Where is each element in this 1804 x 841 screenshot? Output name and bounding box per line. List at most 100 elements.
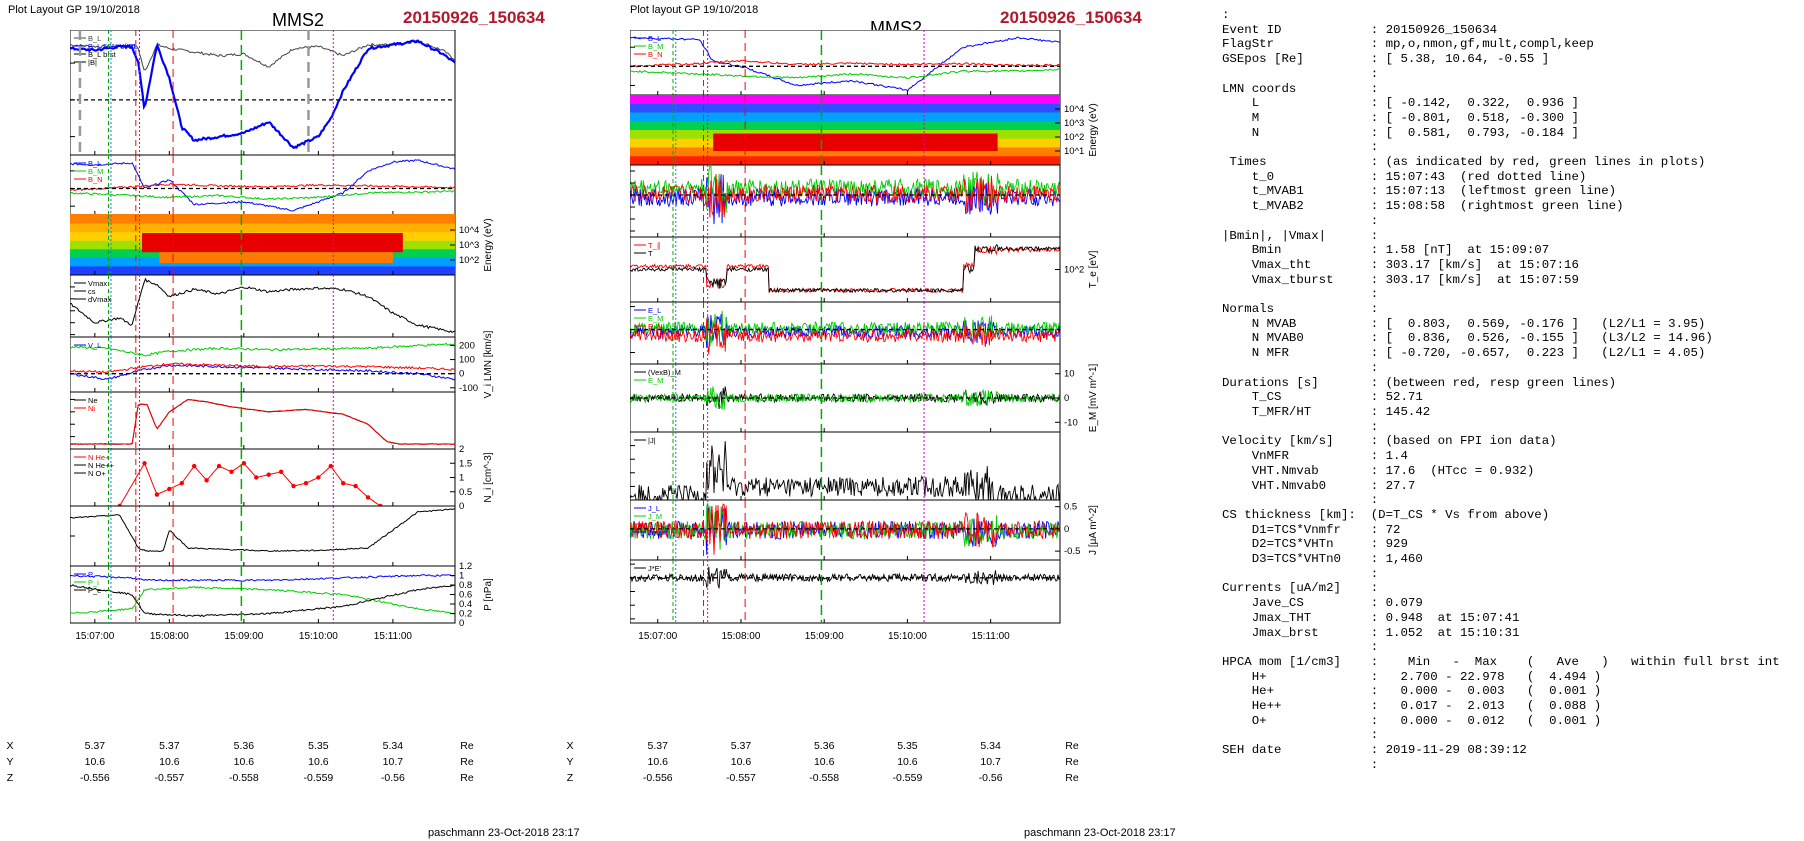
info-line: M : [ -0.801, 0.518, -0.300 ] [1222,110,1579,125]
legend-label: J_N [648,520,661,529]
info-line: D1=TCS*Vnmfr : 72 [1222,522,1401,537]
position-value: -0.558 [809,772,840,784]
info-line: Bmin : 1.58 [nT] at 15:09:07 [1222,243,1550,258]
y-tick-label: 10^4 [459,225,479,236]
data-point [216,463,222,469]
position-row-label: Y [566,756,574,768]
info-line: D2=TCS*VHTn : 929 [1222,537,1408,552]
info-line: t_0 : 15:07:43 (red dotted line) [1222,169,1587,184]
info-line: H+ : 2.700 - 22.978 ( 4.494 ) [1222,669,1602,684]
info-line: GSEpos [Re] : [ 5.38, 10.64, -0.55 ] [1222,52,1550,67]
position-value: 5.36 [813,740,835,752]
panel-left-9: 00.20.40.60.811.2 P [nPa] PP_iP_e [70,561,494,629]
y-tick-label: 10^2 [1064,132,1084,143]
legend-label: N He+ [88,453,110,462]
y-tick-label: 0 [1064,524,1069,535]
info-line: Event ID : 20150926_150634 [1222,22,1498,37]
info-line: He+ : 0.000 - 0.003 ( 0.001 ) [1222,684,1602,699]
info-line: Durations [s] : (between red, resp green… [1222,375,1617,390]
info-line: VHT.Nmvab0 : 27.7 [1222,478,1416,493]
legend-label: V_L [88,341,101,350]
legend-label: cs [88,287,96,296]
info-line: Jmax_brst : 1.052 at 15:10:31 [1222,625,1520,640]
legend-label: |B| [88,58,97,67]
panel-left-8: 10^3T_i [eV] [70,505,456,567]
legend-label: N O+ [88,469,106,478]
y-tick-label: 1.5 [459,458,472,469]
info-line: t_MVAB1 : 15:07:13 (leftmost green line) [1222,184,1617,199]
position-value: -0.556 [642,772,673,784]
y-tick-label: 0.8 [459,580,472,591]
position-value: 10.6 [159,756,180,768]
y-tick-label: 10^3 [459,240,479,251]
position-value: 5.37 [730,740,752,752]
info-line: LMN coords : [1222,81,1379,96]
series-t-i [70,508,456,553]
trace [630,386,1061,410]
panel-mid-2: 10^1 10^2 10^3 10^4 Energy (eV) [630,94,1099,166]
legend-label: (VexB)_M [648,368,681,377]
legend-label: J_L [648,504,660,513]
info-line: CS thickness [km]: (D=T_CS * Vs from abo… [1222,507,1550,522]
left-event-title: 20150926_150634 [403,8,545,27]
data-point [316,475,321,480]
panel-frame [70,391,456,450]
position-value: -0.558 [228,772,259,784]
position-value: 5.37 [159,740,180,752]
legend-label: B_L [88,34,101,43]
data-point [229,469,234,474]
legend-label: B_L brst [88,50,117,59]
legend-label: B_N [648,50,663,59]
position-value: -0.559 [892,772,923,784]
info-line: : [1222,213,1379,228]
series-b-n [70,182,456,192]
y-tick-label: 10^3 [1064,118,1084,129]
y-tick-label: 200 [459,340,475,351]
legend-label: N He++ [88,461,114,470]
info-line: SEH date : 2019-11-29 08:39:12 [1222,743,1527,758]
spectrogram-hot-region [142,233,403,253]
panel-frame [630,559,1061,624]
trace [630,566,1061,589]
data-point [341,481,346,486]
series-p-i [70,586,456,615]
info-line: Vmax_tht : 303.17 [km/s] at 15:07:16 [1222,257,1579,272]
y-tick-label: 10^1 [1064,146,1084,157]
series-b-l [630,36,1061,92]
y-axis-label: P [nPa] [483,578,494,611]
info-line: N MVAB0 : [ 0.836, 0.526, -0.155 ] (L3/L… [1222,331,1713,346]
data-point [353,483,358,489]
spectrogram-band [70,214,455,224]
info-line: : [1222,8,1230,22]
event-info-panel: : Event ID : 20150926_150634 FlagStr : mp,… [1222,8,1797,773]
position-value: 5.34 [382,740,404,752]
y-tick-label: 1 [459,571,464,582]
y-axis-label: Energy (eV) [1088,103,1099,156]
data-point [278,469,284,474]
panel-left-1: -20020B_L,|B| [nT]B_LB_L 50% of BLB_L br… [70,30,456,156]
position-value: 10.6 [84,756,106,768]
data-point [154,492,160,497]
y-tick-label: -10 [1064,417,1078,428]
legend-label: Vmax [88,279,107,288]
info-line: HPCA mom [1/cm3] : Min - Max ( Ave ) wit… [1222,654,1780,669]
position-value: 5.34 [980,740,1001,752]
position-value: 10.7 [980,756,1001,768]
data-point [303,481,309,486]
legend-label: E_M [648,376,663,385]
y-tick-label: 0.6 [459,590,472,601]
info-line: : [1222,287,1379,302]
info-line: Currents [uA/m2] : [1222,581,1379,596]
info-line: Velocity [km/s] : (based on FPI ion data… [1222,434,1557,449]
spectrogram-band [70,222,455,233]
middle-plot-caption: Plot layout GP 19/10/2018 [630,4,759,16]
series--v-i- [70,277,456,334]
info-line: : [1222,728,1379,743]
position-row-label: X [6,740,14,752]
y-tick-label: 0 [459,369,464,380]
y-tick-label: -100 [459,383,478,394]
data-point [241,461,247,466]
middle-event-title: 20150926_150634 [1000,8,1142,27]
